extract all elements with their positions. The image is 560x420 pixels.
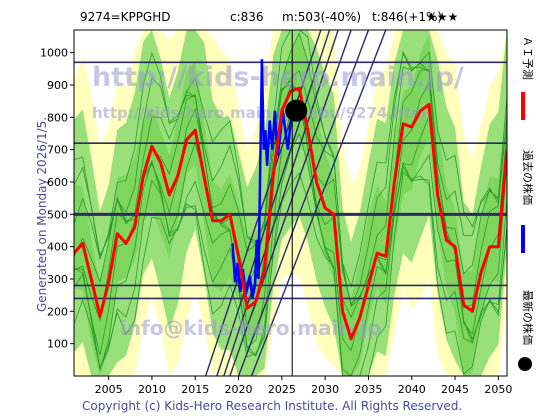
watermark-email: info@kids-hero.main.jp bbox=[120, 316, 381, 340]
legend-latest-price-label: 最新の株価 bbox=[521, 290, 535, 345]
plot-border bbox=[73, 29, 508, 377]
stock-symbol: 9274=KPPGHD bbox=[80, 10, 171, 24]
x-tick-label: 2005 bbox=[95, 383, 123, 396]
minimum-price: m:503(-40%) bbox=[282, 10, 361, 24]
watermark-url: http://kids-hero.main.jp/ bbox=[92, 62, 464, 93]
y-tick-label: 700 bbox=[47, 144, 68, 157]
trend-diagonal-line bbox=[229, 30, 352, 376]
current-price: c:836 bbox=[230, 10, 264, 24]
generated-date-label: Generated on Monday 2026/1/5. bbox=[35, 117, 49, 312]
plot-area: http://kids-hero.main.jp/ http://kids-he… bbox=[40, 29, 512, 396]
chart-header: 9274=KPPGHD c:836 m:503(-40%) t:846(+1%)… bbox=[80, 10, 458, 24]
x-tick-label: 2035 bbox=[354, 383, 382, 396]
legend-latest-price-dot bbox=[518, 357, 532, 371]
copyright-notice: Copyright (c) Kids-Hero Research Institu… bbox=[82, 399, 462, 413]
forecast-thin-line bbox=[74, 171, 507, 376]
target-price: t:846(+1%) bbox=[372, 10, 442, 24]
y-tick-label: 600 bbox=[47, 176, 68, 189]
forecast-thin-line bbox=[74, 30, 507, 289]
trend-diagonals bbox=[204, 30, 387, 376]
x-tick-label: 2045 bbox=[441, 383, 469, 396]
legend-ai-forecast-label: ＡＩ予測 bbox=[521, 36, 535, 80]
y-axis-ticks: 100 200 300 400 500 600 700 800 900 1000 bbox=[40, 47, 74, 351]
prediction-line bbox=[74, 86, 507, 341]
y-tick-label: 200 bbox=[47, 305, 68, 318]
legend-past-price-label: 過去の株価 bbox=[521, 150, 535, 205]
x-tick-label: 2020 bbox=[225, 383, 253, 396]
trend-diagonal-line bbox=[237, 30, 370, 376]
x-tick-label: 2015 bbox=[181, 383, 209, 396]
forecast-thin-line bbox=[74, 62, 507, 307]
legend-ai-forecast-swatch bbox=[521, 92, 525, 120]
forecast-band-inner bbox=[74, 31, 507, 376]
trend-diagonal-line bbox=[223, 30, 339, 376]
x-tick-label: 2010 bbox=[138, 383, 166, 396]
y-tick-label: 800 bbox=[47, 111, 68, 124]
y-tick-label: 500 bbox=[47, 208, 68, 221]
x-tick-label: 2050 bbox=[484, 383, 512, 396]
x-axis-ticks: 2005 2010 2015 2020 2025 2030 2035 2040 2045 2050 bbox=[95, 376, 512, 396]
legend-past-price-swatch bbox=[521, 225, 525, 253]
horizontal-levels bbox=[74, 61, 507, 300]
y-tick-label: 300 bbox=[47, 273, 68, 286]
x-tick-label: 2025 bbox=[268, 383, 296, 396]
y-tick-label: 400 bbox=[47, 241, 68, 254]
forecast-thin-line bbox=[74, 132, 507, 376]
y-tick-label: 900 bbox=[47, 79, 68, 92]
latest-price-marker bbox=[285, 99, 308, 122]
legend: ＡＩ予測 過去の株価 最新の株価 bbox=[518, 36, 535, 371]
y-tick-label: 1000 bbox=[40, 47, 68, 60]
x-tick-label: 2030 bbox=[311, 383, 339, 396]
trend-diagonal-line bbox=[250, 30, 387, 376]
rating-stars: ★★★ bbox=[426, 10, 458, 24]
y-tick-label: 100 bbox=[47, 338, 68, 351]
trend-diagonal-line bbox=[204, 30, 322, 376]
trend-diagonal-line bbox=[216, 30, 331, 376]
forecast-thin-line bbox=[74, 32, 507, 308]
x-tick-label: 2040 bbox=[398, 383, 426, 396]
